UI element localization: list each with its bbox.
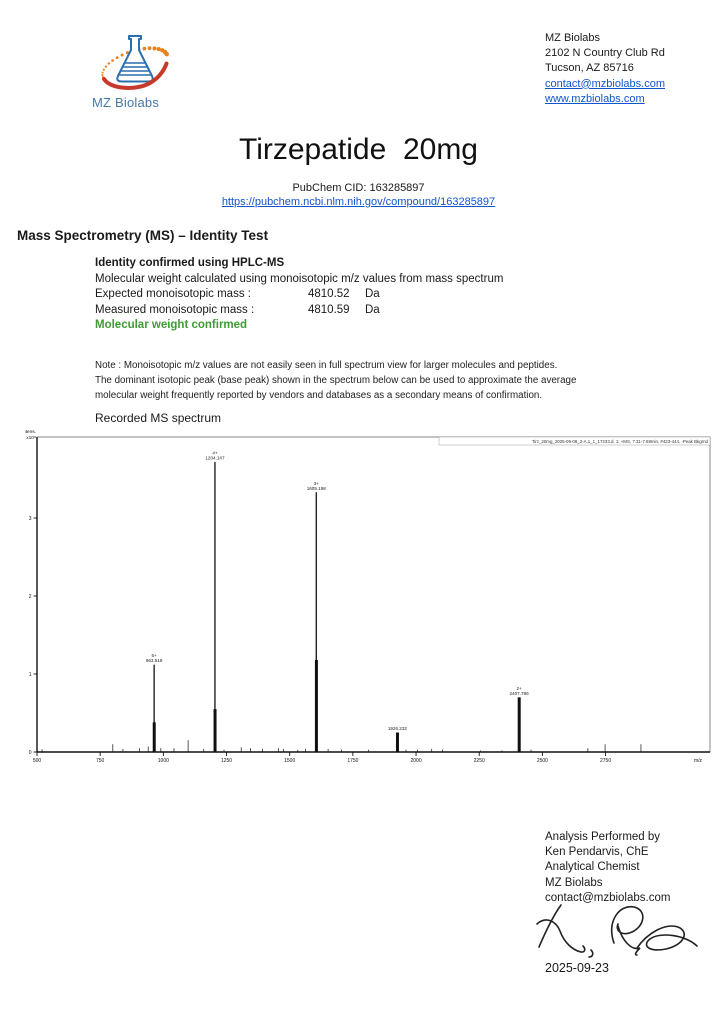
svg-text:x10⁸: x10⁸	[26, 435, 36, 441]
svg-text:3+: 3+	[314, 481, 320, 486]
letterhead-address: MZ Biolabs 2102 N Country Club Rd Tucson…	[545, 31, 665, 107]
address-street: 2102 N Country Club Rd	[545, 47, 665, 60]
svg-text:1926.232: 1926.232	[388, 726, 408, 731]
measured-mass-unit: Da	[365, 303, 380, 316]
svg-text:2750: 2750	[600, 758, 611, 764]
svg-text:1000: 1000	[158, 758, 169, 764]
svg-text:2250: 2250	[474, 758, 485, 764]
pubchem-url-link[interactable]: https://pubchem.ncbi.nlm.nih.gov/compoun…	[221, 196, 496, 208]
svg-text:1: 1	[29, 672, 32, 678]
section-heading: Mass Spectrometry (MS) – Identity Test	[17, 228, 269, 243]
svg-text:Intens.: Intens.	[25, 429, 36, 435]
analyst-email: contact@mzbiolabs.com	[545, 891, 671, 904]
svg-text:0: 0	[29, 750, 32, 756]
contact-email-link[interactable]: contact@mzbiolabs.com	[545, 77, 665, 90]
svg-text:2407.796: 2407.796	[510, 691, 530, 696]
flask-icon	[116, 35, 154, 83]
svg-text:4+: 4+	[212, 450, 218, 455]
expected-mass-value: 4810.52	[308, 288, 350, 300]
analyst-company: MZ Biolabs	[545, 876, 603, 889]
spectrum-title: Recorded MS spectrum	[95, 411, 222, 425]
svg-text:2+: 2+	[516, 686, 522, 691]
website-link[interactable]: www.mzbiolabs.com	[545, 92, 645, 105]
address-city: Tucson, AZ 85716	[545, 62, 634, 75]
expected-mass-label: Expected monoisotopic mass :	[95, 288, 251, 300]
svg-text:1750: 1750	[347, 758, 358, 764]
measured-mass-label: Measured monoisotopic mass :	[95, 303, 255, 316]
pubchem-cid: PubChem CID: 163285897	[292, 182, 425, 194]
signature-image	[536, 904, 698, 958]
product-title: Tirzepatide 20mg	[238, 133, 478, 166]
note-block: Note : Monoisotopic m/z values are not e…	[95, 358, 625, 404]
svg-text:2: 2	[29, 594, 32, 600]
logo-swoosh	[102, 61, 169, 90]
analyst-block: Analysis Performed by Ken Pendarvis, ChE…	[545, 830, 670, 906]
analysis-date: 2025-09-23	[545, 961, 609, 975]
svg-text:3: 3	[29, 516, 32, 522]
company-name: MZ Biolabs	[545, 32, 601, 44]
svg-text:963.518: 963.518	[146, 658, 163, 663]
note-line: molecular weight frequently reported by …	[95, 390, 543, 402]
logo-wordmark: MZ Biolabs	[92, 95, 160, 110]
identity-method: Identity confirmed using HPLC-MS	[95, 257, 285, 269]
svg-text:1250: 1250	[221, 758, 232, 764]
analyst-role: Analytical Chemist	[545, 861, 640, 874]
measured-mass-row: Measured monoisotopic mass : 4810.59 Da	[95, 303, 503, 319]
svg-text:2500: 2500	[537, 758, 548, 764]
identity-method-note: Molecular weight calculated using monois…	[95, 272, 504, 285]
svg-text:1500: 1500	[284, 758, 295, 764]
svg-text:Tirz_20mg_2025-09-08_2-A,1_1_1: Tirz_20mg_2025-09-08_2-A,1_1_17233.d, 1:…	[532, 439, 709, 444]
svg-text:1204.147: 1204.147	[205, 455, 225, 460]
mz-biolabs-logo	[101, 35, 169, 90]
analyst-name: Ken Pendarvis, ChE	[545, 846, 649, 859]
note-line: Note : Monoisotopic m/z values are not e…	[95, 360, 558, 371]
confirmation-status: Molecular weight confirmed	[95, 319, 248, 331]
expected-mass-row: Expected monoisotopic mass : 4810.52 Da	[95, 287, 503, 303]
svg-text:2000: 2000	[410, 758, 421, 764]
svg-text:m/z: m/z	[694, 758, 703, 764]
note-line: The dominant isotopic peak (base peak) s…	[95, 375, 577, 387]
svg-text:750: 750	[96, 758, 105, 764]
ms-spectrum-svg: Tirz_20mg_2025-09-08_2-A,1_1_17233.d, 1:…	[25, 429, 711, 764]
identity-block: Identity confirmed using HPLC-MS Molecul…	[95, 256, 503, 334]
svg-text:1605.198: 1605.198	[307, 486, 327, 491]
svg-text:500: 500	[33, 758, 42, 764]
analyst-line: Analysis Performed by	[545, 831, 661, 843]
expected-mass-unit: Da	[365, 288, 380, 300]
svg-text:5+: 5+	[152, 653, 158, 658]
measured-mass-value: 4810.59	[308, 303, 350, 316]
